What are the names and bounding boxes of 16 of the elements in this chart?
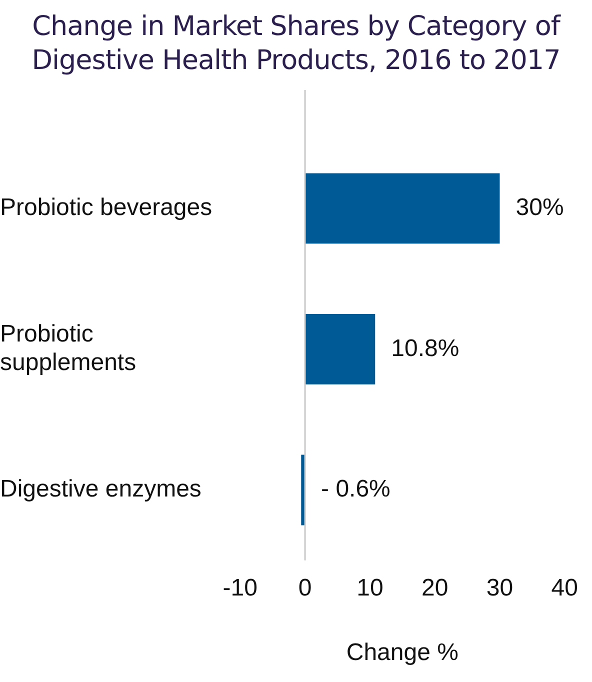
bar xyxy=(305,314,376,384)
x-tick-label: 20 xyxy=(421,574,448,602)
x-tick-label: 10 xyxy=(356,574,384,602)
data-label: 10.8% xyxy=(391,334,460,362)
chart-title: Change in Market Shares by Category of Digestive Health Products, 2016 to 2017 xyxy=(30,10,562,78)
bar xyxy=(305,173,500,244)
data-label: - 0.6% xyxy=(321,476,390,503)
x-tick-label: 40 xyxy=(551,574,578,602)
x-tick-label: 30 xyxy=(486,574,514,602)
data-label: 30% xyxy=(516,194,564,222)
x-axis-title: Change % xyxy=(346,639,458,666)
y-tick-label: Probiotic beverages xyxy=(0,194,212,222)
x-tick-label: -10 xyxy=(222,574,258,602)
y-tick-label: Probiotic supplements xyxy=(0,320,136,376)
y-tick-label: Digestive enzymes xyxy=(0,476,202,503)
x-tick-label: 0 xyxy=(298,574,312,602)
